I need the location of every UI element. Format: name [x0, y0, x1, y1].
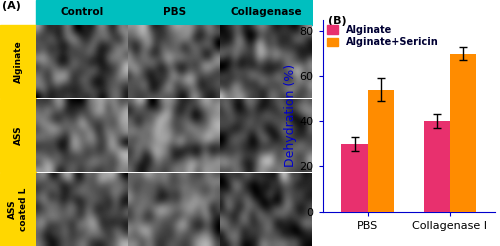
Text: (A): (A)	[2, 1, 20, 11]
Text: Alginate: Alginate	[14, 41, 22, 83]
Text: Collagenase: Collagenase	[230, 7, 302, 17]
Bar	[0, 173, 36, 246]
Text: ASS: ASS	[14, 126, 22, 145]
Text: (B): (B)	[328, 16, 347, 26]
Bar	[0, 25, 36, 98]
Text: PBS: PBS	[162, 7, 186, 17]
Bar	[450, 54, 476, 212]
Bar	[36, 0, 312, 25]
Legend: Alginate, Alginate+Sericin: Alginate, Alginate+Sericin	[328, 25, 438, 47]
Bar	[0, 99, 36, 172]
Text: ASS
coated L: ASS coated L	[8, 188, 28, 231]
Bar	[424, 121, 450, 212]
Text: Control: Control	[60, 7, 104, 17]
Bar	[368, 90, 394, 212]
Y-axis label: Dehydration (%): Dehydration (%)	[284, 64, 296, 167]
Bar	[0, 0, 36, 25]
Bar	[342, 144, 367, 212]
